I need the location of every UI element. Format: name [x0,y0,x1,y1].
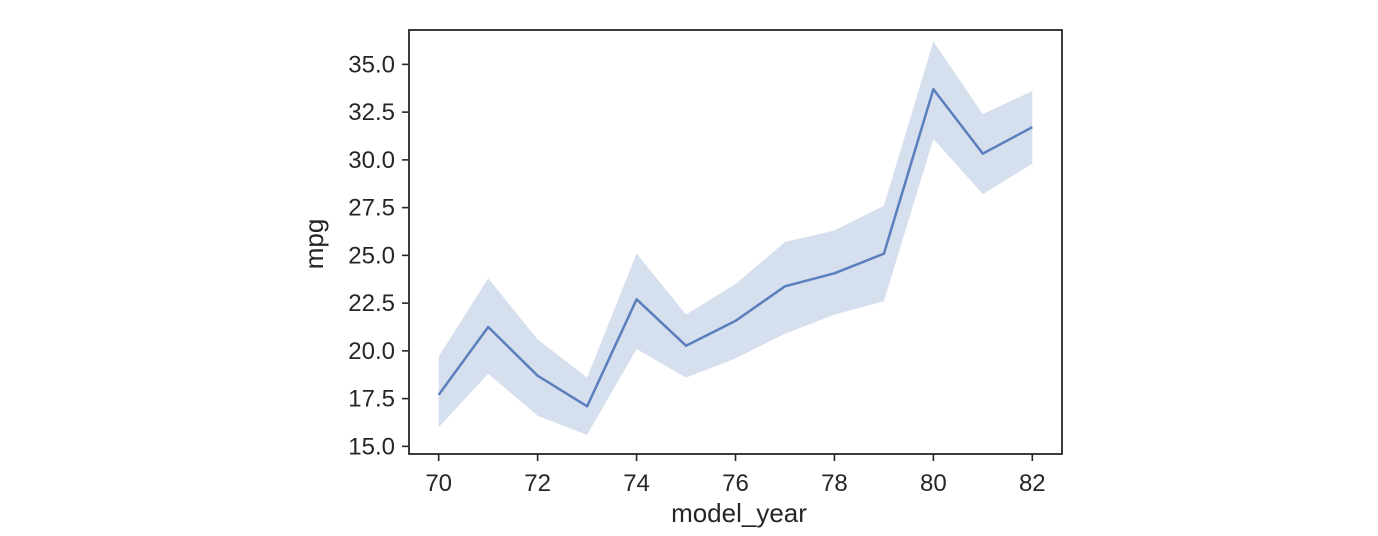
y-tick-label: 20.0 [348,338,395,365]
x-tick-label: 78 [821,470,848,497]
data-point [437,393,441,397]
data-point [585,404,589,408]
x-tick-label: 80 [920,470,947,497]
y-tick-label: 32.5 [348,99,395,126]
series-line [437,87,1033,408]
x-tick-label: 70 [425,470,452,497]
y-tick-label: 27.5 [348,195,395,222]
y-tick-label: 15.0 [348,433,395,460]
data-point [536,374,540,378]
x-axis-label: model_year [671,498,807,528]
y-axis-label: mpg [299,219,329,270]
y-tick-label: 30.0 [348,147,395,174]
x-tick-label: 74 [623,470,650,497]
data-point [734,319,738,323]
x-tick-label: 76 [722,470,749,497]
y-tick-label: 25.0 [348,242,395,269]
confidence-band [438,41,1033,435]
x-tick-label: 72 [524,470,551,497]
data-point [783,284,787,288]
data-point [684,344,688,348]
data-point [832,271,836,275]
data-point [1030,125,1034,129]
y-tick-label: 17.5 [348,386,395,413]
data-point [635,297,639,301]
data-point [882,252,886,256]
data-point [486,325,490,329]
data-point [981,152,985,156]
y-tick-label: 22.5 [348,290,395,317]
x-tick-label: 82 [1019,470,1046,497]
data-point [931,87,935,91]
y-tick-label: 35.0 [348,51,395,78]
